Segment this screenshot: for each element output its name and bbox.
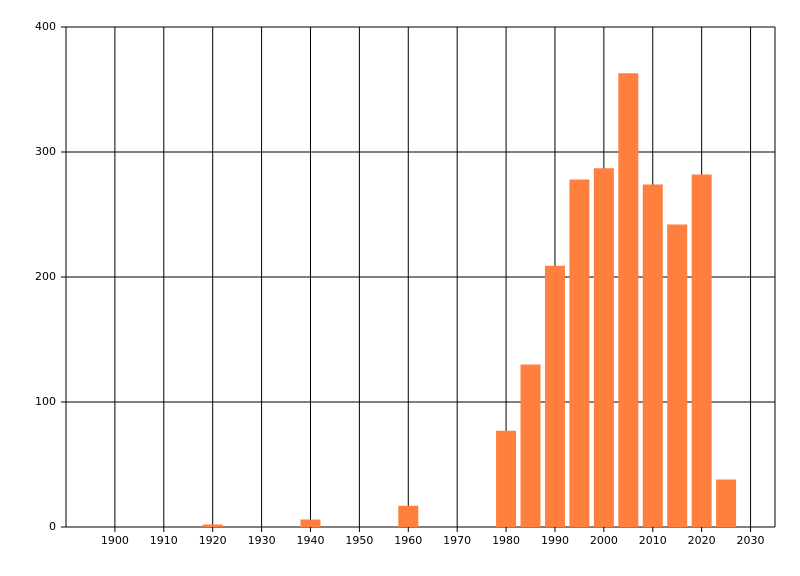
x-tick-label: 1930 [248, 534, 276, 547]
y-tick-label: 200 [35, 270, 56, 283]
x-tick-label: 1910 [150, 534, 178, 547]
y-tick-label: 300 [35, 145, 56, 158]
bar [398, 505, 419, 527]
x-tick-label: 2030 [737, 534, 765, 547]
x-tick-label: 2020 [688, 534, 716, 547]
bar [667, 224, 688, 527]
x-tick-label: 1940 [296, 534, 324, 547]
bar [300, 519, 321, 527]
bar [716, 479, 737, 527]
x-tick-label: 1990 [541, 534, 569, 547]
bar [642, 184, 663, 527]
x-tick-label: 2000 [590, 534, 618, 547]
bar [544, 265, 565, 527]
y-tick-label: 0 [49, 520, 56, 533]
y-tick-label: 400 [35, 20, 56, 33]
bar [496, 430, 517, 527]
bar [202, 524, 223, 527]
bar [593, 168, 614, 527]
bar [691, 174, 712, 527]
bar [618, 73, 639, 527]
bar [520, 364, 541, 527]
y-tick-label: 100 [35, 395, 56, 408]
x-tick-label: 1900 [101, 534, 129, 547]
x-tick-label: 1920 [199, 534, 227, 547]
x-tick-label: 1950 [345, 534, 373, 547]
x-tick-label: 1960 [394, 534, 422, 547]
x-tick-label: 2010 [639, 534, 667, 547]
x-tick-label: 1970 [443, 534, 471, 547]
bar [569, 179, 590, 527]
x-tick-label: 1980 [492, 534, 520, 547]
